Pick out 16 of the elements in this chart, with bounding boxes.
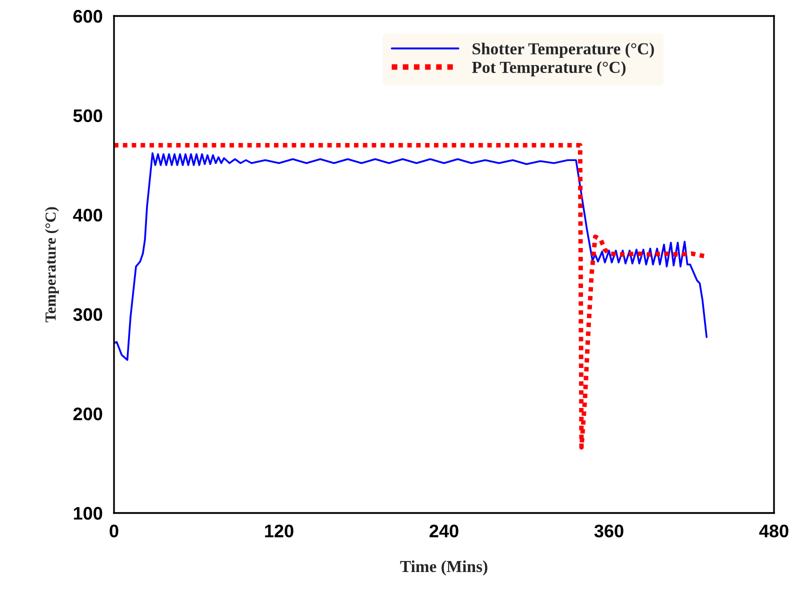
y-tick-label: 200 [73, 408, 102, 420]
y-tick-label: 300 [73, 308, 102, 321]
x-tick-label: 240 [430, 524, 458, 538]
y-tick-label: 400 [73, 208, 102, 222]
x-tick-label: 480 [759, 524, 788, 538]
legend-label: Shotter Temperature (°C) [472, 42, 654, 58]
x-tick-label: 360 [594, 524, 624, 538]
line-series [114, 152, 708, 361]
x-tick-label: 0 [110, 524, 118, 538]
y-axis-title: Temperature (°C) [45, 207, 59, 322]
y-tick-label: 500 [73, 109, 102, 122]
y-tick-label: 100 [74, 506, 102, 520]
legend-label: Pot Temperature (°C) [472, 61, 626, 76]
x-axis-title: Time (Mins) [400, 560, 488, 576]
x-tick-label: 120 [265, 524, 294, 538]
y-tick-label: 600 [73, 10, 102, 23]
